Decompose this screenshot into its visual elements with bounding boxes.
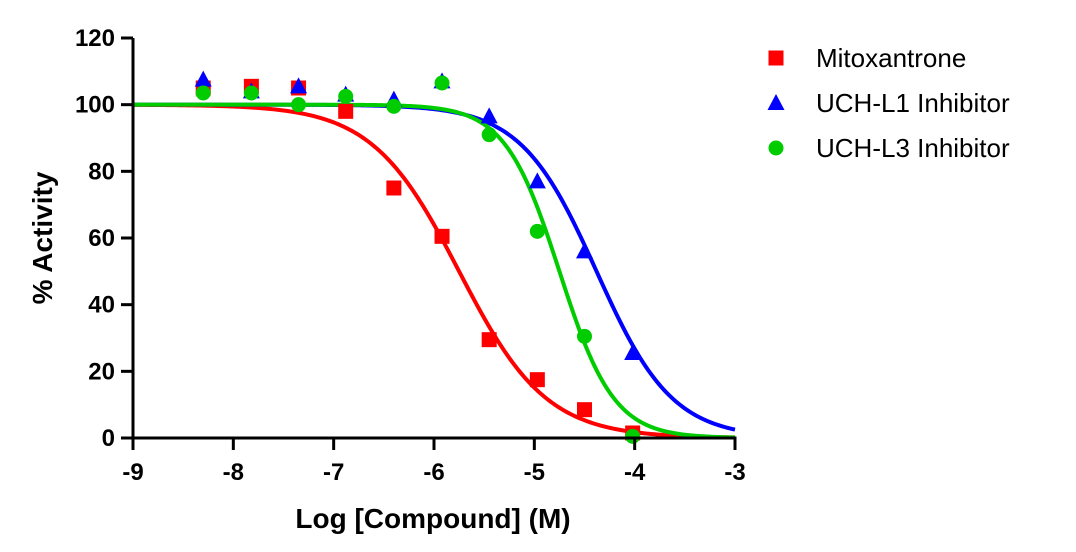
y-tick-label: 20 (88, 358, 115, 385)
data-point-s3-6 (434, 75, 450, 91)
y-tick-label: 40 (88, 292, 115, 319)
data-point-s3-8 (529, 223, 545, 239)
legend-marker-3 (768, 140, 784, 156)
fit-curves (132, 102, 736, 440)
legend-label-2: UCH-L1 Inhibitor (816, 88, 1010, 118)
data-point-s3-4 (338, 88, 354, 104)
legend-label-1: Mitoxantrone (816, 43, 966, 73)
data-point-s2-10 (624, 344, 642, 360)
data-point-s3-3 (291, 97, 307, 113)
x-tick-label: -7 (323, 459, 344, 486)
y-tick-label: 0 (102, 425, 115, 452)
data-point-s1-4 (338, 103, 354, 119)
data-point-s3-2 (243, 85, 259, 101)
legend: Mitoxantrone UCH-L1 Inhibitor UCH-L3 Inhib… (767, 43, 1010, 163)
fit-curve-2 (133, 102, 736, 432)
data-point-s1-5 (386, 180, 402, 196)
y-tick-label: 120 (75, 25, 115, 52)
legend-marker-2 (767, 94, 785, 110)
data-point-s2-3 (290, 77, 308, 94)
data-point-s2-8 (528, 172, 546, 189)
data-points (194, 70, 642, 444)
x-tick-label: -4 (624, 459, 646, 486)
x-tick-label: -6 (423, 459, 444, 486)
x-axis-ticks: -9 -8 -7 -6 -5 -4 -3 (122, 438, 746, 486)
fit-curve-1 (132, 102, 736, 440)
x-tick-label: -3 (724, 459, 745, 486)
legend-marker-1 (768, 50, 784, 66)
data-point-s3-1 (195, 85, 211, 101)
data-point-s2-9 (576, 242, 593, 259)
data-point-s3-9 (577, 328, 592, 344)
x-tick-label: -5 (524, 459, 545, 486)
data-point-s2-7 (480, 107, 498, 124)
x-tick-label: -9 (122, 459, 143, 486)
fit-curve-3 (133, 102, 736, 440)
data-point-s2-1 (194, 70, 212, 87)
legend-label-3: UCH-L3 Inhibitor (816, 133, 1010, 163)
data-point-s1-7 (481, 332, 497, 348)
data-point-s3-5 (386, 98, 402, 114)
data-point-s3-10 (625, 428, 641, 444)
y-axis-title: % Activity (27, 171, 58, 304)
axes (131, 38, 737, 440)
data-point-s1-6 (434, 228, 450, 244)
y-tick-label: 60 (88, 225, 115, 252)
y-tick-label: 100 (75, 92, 115, 119)
y-tick-label: 80 (88, 158, 115, 185)
data-point-s1-9 (577, 402, 592, 418)
data-point-s1-8 (529, 372, 545, 388)
data-point-s3-7 (481, 127, 497, 143)
y-axis-ticks: 0 20 40 60 80 100 120 (75, 25, 133, 452)
x-axis-title: Log [Compound] (M) (295, 503, 570, 534)
x-tick-label: -8 (223, 459, 244, 486)
